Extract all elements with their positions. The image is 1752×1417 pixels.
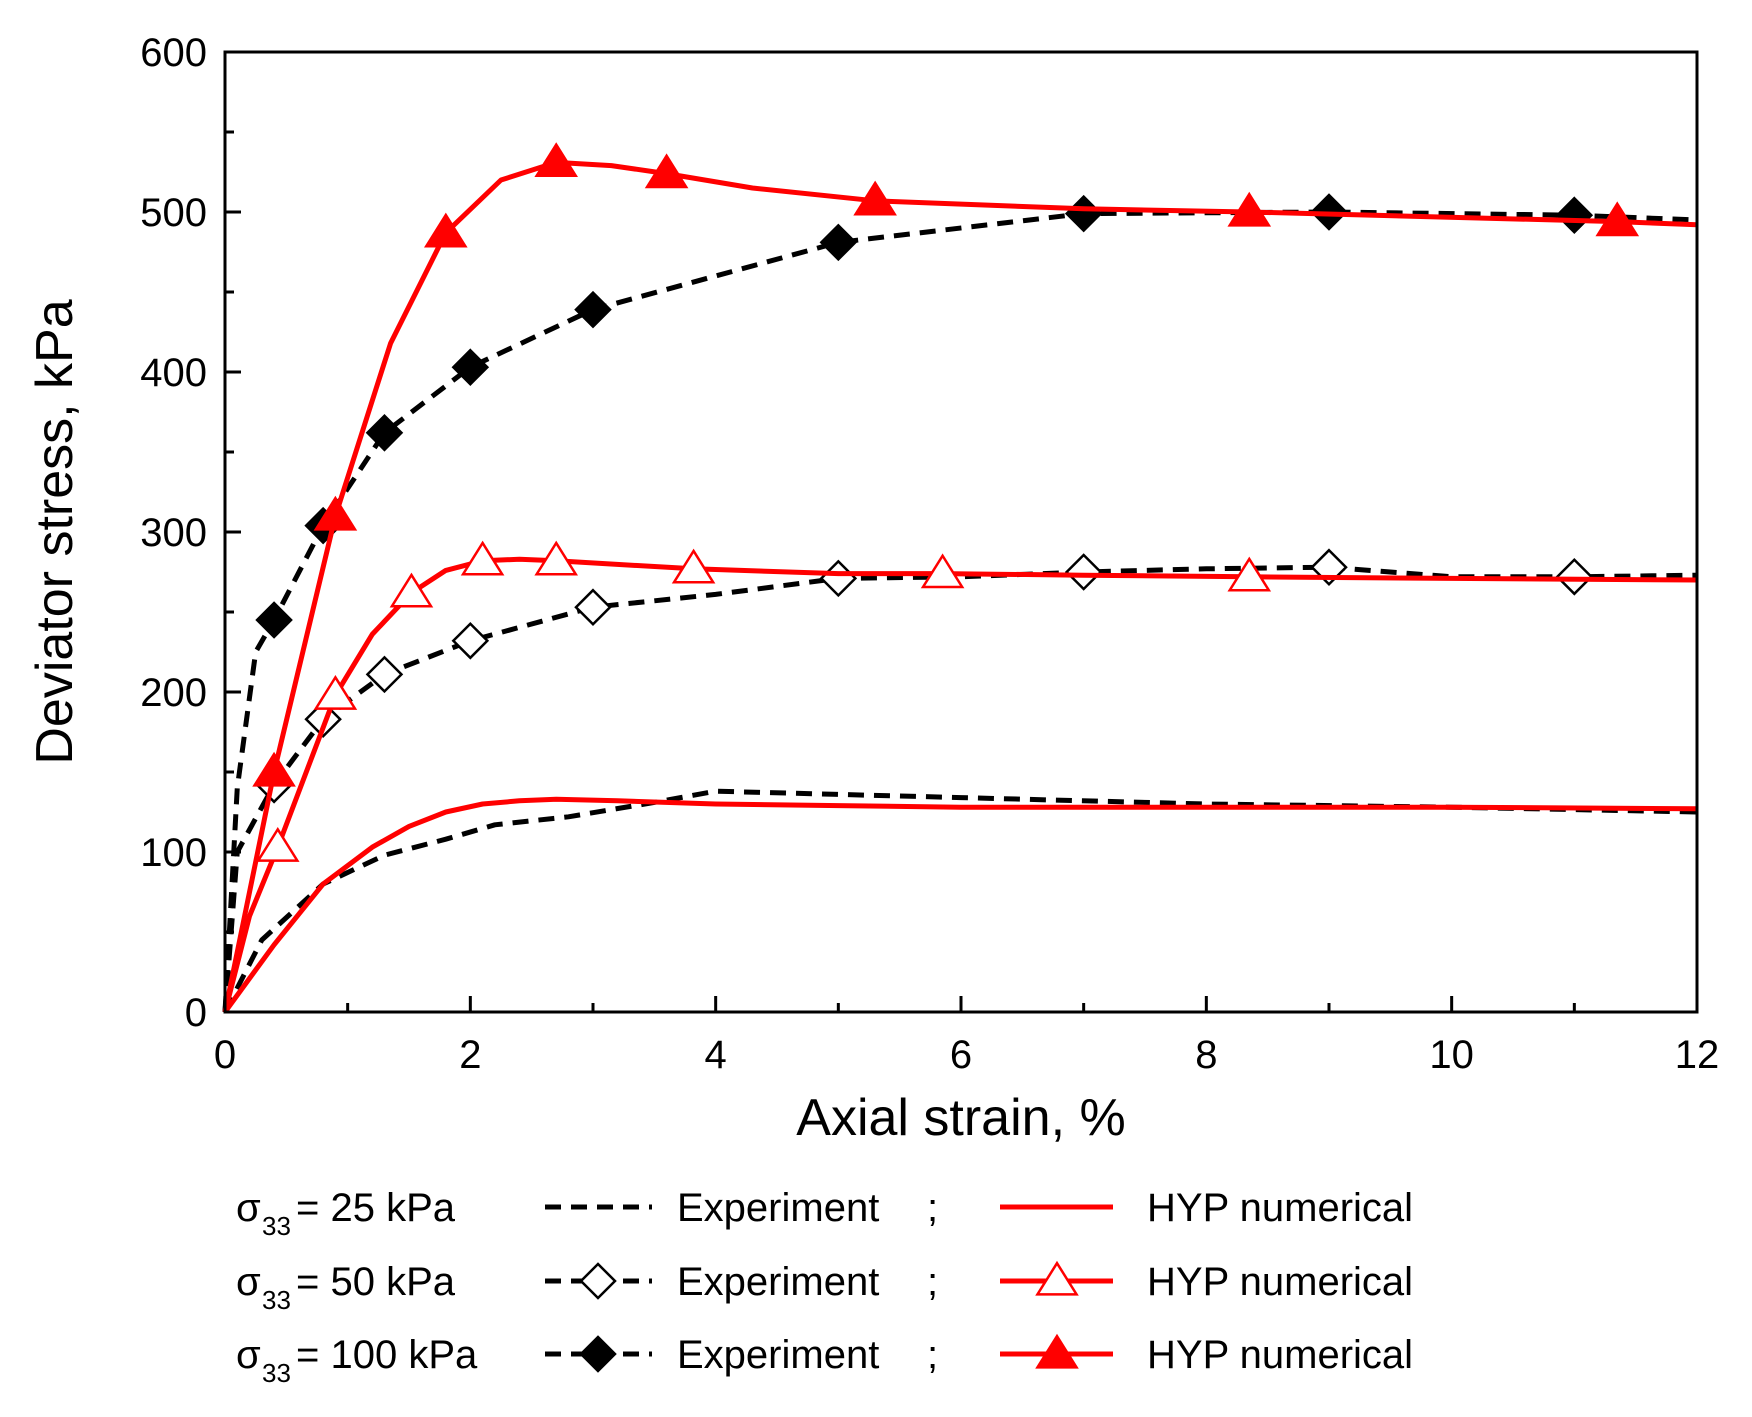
marker-triangle-open [389,572,434,608]
y-tick-label: 100 [140,831,207,875]
y-tick-label: 500 [140,191,207,235]
marker-diamond-open [365,655,404,694]
marker-diamond-filled [255,601,293,639]
marker-triangle-open [1035,1260,1079,1296]
marker-triangle-open [534,540,579,576]
series-numerical-3 [222,540,1698,1013]
y-tick-label: 0 [185,991,207,1035]
x-tick-label: 0 [214,1033,236,1077]
marker-triangle-filled [1035,1333,1079,1369]
marker-diamond-open [1064,553,1103,591]
series-numerical-1 [222,796,1698,1014]
marker-triangle-open [1227,556,1272,592]
series-experiment-0 [222,788,1698,1014]
y-axis-title: Deviator stress, kPa [26,299,84,764]
axes: 0 2 4 6 8 10 12 0 100 200 300 400 500 600 [140,31,1719,1077]
marker-diamond-open [579,1262,617,1300]
legend-sigma: σ [236,1333,261,1377]
legend-row: σ 33 = 25 kPa Experiment; HYP numerical [236,1186,1413,1241]
plot-area [222,142,1698,1014]
series-line [222,796,1698,1014]
marker-triangle-open [460,540,505,576]
marker-diamond-open [451,622,490,660]
marker-triangle-open [920,553,965,589]
legend-sigma-subscript: 33 [262,1358,291,1388]
series-experiment-2 [222,548,1698,1013]
marker-triangle-filled [423,212,468,248]
legend-numerical-label: HYP numerical [1147,1186,1413,1230]
marker-triangle-filled [313,495,358,531]
marker-diamond-open [819,559,858,598]
marker-triangle-open [255,826,300,862]
x-tick-label: 12 [1675,1033,1720,1077]
x-axis-title: Axial strain, % [796,1089,1125,1147]
series-line [222,788,1698,1014]
marker-diamond-filled [1064,194,1103,233]
marker-triangle-filled [1227,191,1272,227]
marker-diamond-filled [819,223,858,262]
y-tick-label: 300 [140,511,207,555]
marker-triangle-filled [252,751,296,787]
marker-triangle-filled [534,142,579,178]
legend-experiment-label: Experiment [677,1186,879,1230]
legend-pressure: = 50 kPa [296,1260,456,1304]
marker-diamond-filled [365,414,404,452]
y-tick-label: 200 [140,671,207,715]
legend-row: σ 33 = 50 kPa Experiment; HYP numerical [236,1260,1413,1315]
series-line [222,159,1698,1013]
legend-row: σ 33 = 100 kPa Experiment; HYP numerical [236,1333,1413,1388]
marker-triangle-open [313,674,358,710]
marker-triangle-filled [1595,201,1640,237]
x-tick-label: 10 [1429,1033,1474,1077]
plot-frame [223,50,1699,1014]
legend-separator: ; [927,1260,938,1304]
y-tick-label: 600 [140,31,207,75]
y-tick-label: 400 [140,351,207,395]
marker-diamond-filled [579,1335,617,1373]
marker-diamond-filled [1555,196,1594,234]
x-tick-label: 2 [459,1033,481,1077]
legend-sigma: σ [236,1260,261,1304]
marker-triangle-open [671,548,716,584]
legend-experiment-label: Experiment [677,1333,879,1377]
legend-separator: ; [927,1186,938,1230]
marker-diamond-open [574,588,612,626]
marker-diamond-filled [574,290,612,329]
legend-sigma-subscript: 33 [262,1285,291,1315]
legend-experiment-label: Experiment [677,1260,879,1304]
legend-sigma: σ [236,1186,261,1230]
legend-separator: ; [927,1333,938,1377]
legend-pressure: = 25 kPa [296,1186,456,1230]
series-numerical-5 [222,142,1698,1013]
marker-diamond-filled [451,348,490,386]
legend-numerical-label: HYP numerical [1147,1260,1413,1304]
marker-triangle-filled [853,180,897,216]
marker-triangle-filled [644,153,689,189]
legend-sigma-subscript: 33 [262,1211,291,1241]
x-tick-label: 4 [705,1033,727,1077]
series-line [222,209,1698,1013]
series-experiment-4 [222,193,1698,1013]
series-line [222,564,1698,1013]
legend-pressure: = 100 kPa [296,1333,478,1377]
x-tick-label: 8 [1195,1033,1217,1077]
x-tick-label: 6 [950,1033,972,1077]
series-line [222,556,1698,1013]
legend-numerical-label: HYP numerical [1147,1333,1413,1377]
